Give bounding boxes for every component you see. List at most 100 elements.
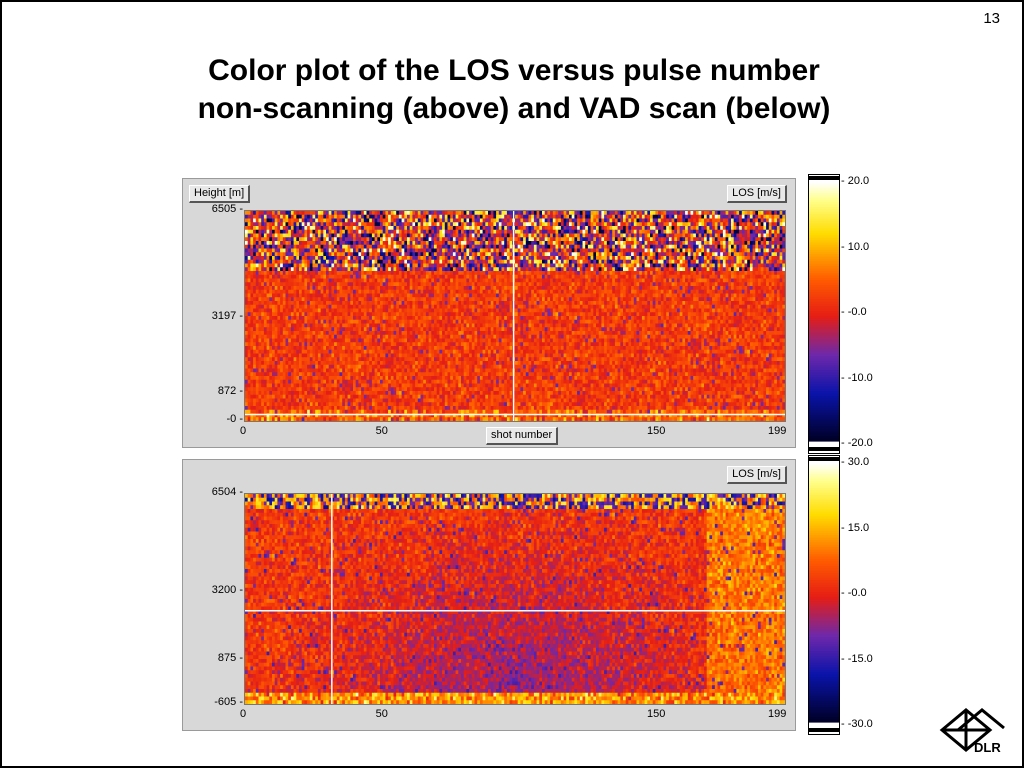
heatmap-cell [620,256,624,261]
heatmap-cell [461,256,465,261]
heatmap-cell [504,267,508,272]
heatmap-cell [307,274,311,279]
heatmap-cell [301,214,305,219]
heatmap-cell [685,263,689,268]
heatmap-cell [280,301,284,306]
heatmap-cell [528,297,532,302]
heatmap-cell [747,256,751,261]
heatmap-cell [658,226,662,231]
heatmap-cell [274,289,278,294]
heatmap-cell [288,241,292,246]
heatmap-cell [658,278,662,283]
heatmap-cell [455,271,459,276]
heatmap-cell [733,218,737,223]
heatmap-cell [355,278,359,283]
heatmap-plot-area[interactable] [244,210,786,422]
heatmap-cell [304,301,308,306]
heatmap-cell [266,289,270,294]
heatmap-cell [409,293,413,298]
heatmap-cell [733,271,737,276]
heatmap-cell [674,226,678,231]
heatmap-cell [247,229,251,234]
heatmap-cell [752,233,756,238]
heatmap-cell [763,256,767,261]
heatmap-cell [398,233,402,238]
heatmap-cell [461,301,465,306]
heatmap-cell [293,229,297,234]
heatmap-cell [755,248,759,253]
heatmap-cell [353,297,357,302]
heatmap-cell [415,233,419,238]
heatmap-cell [555,229,559,234]
heatmap-cell [328,286,332,291]
heatmap-cell [315,278,319,283]
heatmap-cell [652,263,656,268]
heatmap-cell [401,237,405,242]
heatmap-cell [698,233,702,238]
heatmap-cell [776,286,780,291]
heatmap-cell [504,214,508,219]
heatmap-cell [409,271,413,276]
heatmap-cell [371,256,375,261]
heatmap-cell [474,297,478,302]
heatmap-cell [363,222,367,227]
heatmap-cell [749,244,753,249]
heatmap-cell [590,267,594,272]
heatmap-cell [369,233,373,238]
heatmap-cell [739,274,743,279]
heatmap-cell [253,263,257,268]
heatmap-cell [739,289,743,294]
heatmap-cell [374,278,378,283]
heatmap-cell [339,301,343,306]
heatmap-cell [679,252,683,257]
heatmap-cell [706,244,710,249]
heatmap-cell [415,248,419,253]
heatmap-cell [255,252,259,257]
heatmap-cell [579,271,583,276]
heatmap-cell [293,233,297,238]
heatmap-cell [563,297,567,302]
heatmap-cell [563,237,567,242]
heatmap-cell [712,278,716,283]
heatmap-cell [304,256,308,261]
heatmap-cell [290,259,294,264]
heatmap-cell [604,248,608,253]
heatmap-cell [650,256,654,261]
heatmap-cell [263,301,267,306]
heatmap-cell [358,293,362,298]
heatmap-cell [272,286,276,291]
heatmap-cell [652,218,656,223]
heatmap-cell [760,282,764,287]
heatmap-cell [334,214,338,219]
heatmap-cell [766,226,770,231]
heatmap-cell [380,256,384,261]
heatmap-cell [493,214,497,219]
heatmap-cell [660,271,664,276]
heatmap-cell [776,274,780,279]
heatmap-cell [741,214,745,219]
heatmap-cell [288,244,292,249]
heatmap-cell [334,237,338,242]
heatmap-cell [517,218,521,223]
heatmap-cell [582,293,586,298]
heatmap-cell [301,248,305,253]
heatmap-cell [444,259,448,264]
heatmap-cell [701,218,705,223]
heatmap-cell [709,233,713,238]
heatmap-cell [317,259,321,264]
heatmap-cell [488,259,492,264]
heatmap-cell [752,229,756,234]
heatmap-cell [485,278,489,283]
heatmap-cell [628,252,632,257]
heatmap-cell [771,218,775,223]
heatmap-cell [625,286,629,291]
heatmap-cell [250,226,254,231]
heatmap-cell [631,233,635,238]
heatmap-cell [317,214,321,219]
heatmap-cell [347,263,351,268]
heatmap-cell [361,237,365,242]
heatmap-cell [736,214,740,219]
heatmap-cell [560,252,564,257]
heatmap-cell [782,286,785,291]
heatmap-cell [641,263,645,268]
